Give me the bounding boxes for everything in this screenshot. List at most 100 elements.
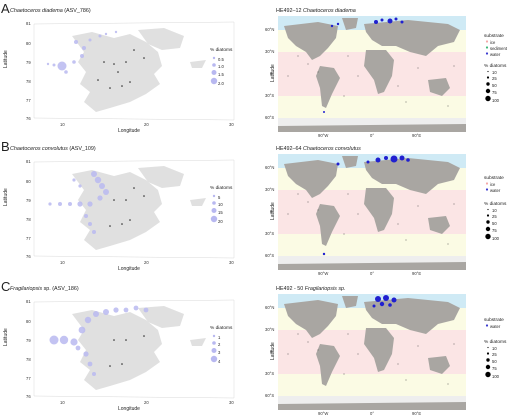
south-america-land (316, 66, 340, 108)
water-sample-points (323, 17, 404, 113)
y-tick: 76 (26, 116, 31, 121)
y-tick: 60°S (265, 253, 275, 258)
y-tick: 30°S (265, 371, 275, 376)
y-tick: 60°N (265, 165, 275, 170)
kong-karls-land (190, 338, 206, 346)
size-legend-value: 25 (492, 214, 497, 219)
size-legend-value: 2 (218, 342, 221, 347)
asv-id: sp. (ASV_186) (43, 286, 79, 292)
x-tick: 90°E (412, 133, 422, 138)
x-tick: 0° (370, 271, 375, 276)
size-legend-value: 10 (218, 202, 223, 207)
species-name: Chaetoceros diadema (10, 8, 63, 14)
africa-land (364, 328, 394, 372)
eurasia-land (364, 298, 460, 334)
substrate-name: ice (490, 182, 496, 187)
size-legend-value: 1.5 (218, 72, 224, 77)
y-tick: 80 (26, 41, 31, 46)
size-legend-title: % diatoms (210, 326, 233, 331)
station-points (109, 335, 145, 367)
size-legend-value: 10 (492, 346, 497, 351)
y-tick: 81 (26, 159, 31, 164)
sample-id: HE492 - 50 (276, 286, 304, 292)
size-legend-value: 100 (492, 236, 499, 241)
y-axis-label: Latitude (3, 188, 9, 206)
station-bubbles (48, 171, 109, 234)
y-tick: 76 (26, 394, 31, 399)
size-legend-value: 75 (492, 228, 497, 233)
australia-land (428, 216, 450, 234)
station-bubbles (49, 305, 149, 376)
north-america-land (284, 160, 338, 198)
size-legend-title: % diatoms (484, 340, 507, 345)
size-legend-value: 0.5 (218, 57, 224, 62)
substrate-name: water (490, 52, 501, 57)
y-tick: 30°N (265, 327, 275, 332)
size-legend-value: 1 (218, 335, 221, 340)
y-tick: 60°N (265, 27, 275, 32)
y-tick: 0° (270, 209, 275, 214)
size-legend: % diatoms 0.5 1.0 1.5 2.0 (210, 48, 232, 86)
x-axis-label: Longitude (118, 406, 140, 412)
nordaustlandet-land (138, 306, 184, 328)
size-legend-value: 10 (492, 70, 497, 75)
asv-id: (ASV_109) (69, 146, 96, 152)
south-america-land (316, 204, 340, 246)
substrate-name: water (490, 324, 501, 329)
size-legend-value: 15 (218, 210, 223, 215)
asv-id: (ASV_786) (64, 8, 91, 14)
y-tick: 77 (26, 236, 31, 241)
substrate-name: sediment (490, 46, 507, 51)
species-name: Fragilariopsis sp. (304, 286, 346, 292)
x-axis-label: Longitude (118, 266, 140, 272)
y-axis-label: Latitude (3, 328, 9, 346)
left-map-title: Chaetoceros convolutus (ASV_109) (10, 146, 96, 152)
sample-points (287, 55, 455, 107)
sample-id: HE492–12 (276, 8, 302, 14)
right-map-title: HE492 - 50 Fragilariopsis sp. (276, 286, 346, 292)
africa-land (364, 50, 394, 94)
world-map (278, 294, 466, 410)
size-legend-value: 25 (492, 76, 497, 81)
y-axis-label: Latitude (3, 50, 9, 68)
water-sample-points (372, 295, 397, 308)
size-legend-value: 50 (492, 359, 497, 364)
substrate-legend: substrate ice sediment water (484, 34, 507, 57)
species-name: Chaetoceros diadema (302, 8, 356, 14)
y-tick: 30°N (265, 187, 275, 192)
svalbard-map (33, 21, 235, 121)
water-sample-points (322, 155, 410, 256)
size-legend-value: 25 (492, 352, 497, 357)
x-tick: 10 (60, 260, 65, 265)
station-points (109, 187, 145, 227)
x-tick: 90°W (318, 271, 329, 276)
right-size-legend: % diatoms 10 25 50 75 100 (484, 340, 506, 379)
x-tick: 0° (370, 133, 375, 138)
size-legend-value: 75 (492, 90, 497, 95)
substrate-name: water (490, 188, 501, 193)
x-tick: 90°E (412, 271, 422, 276)
size-legend-value: 100 (492, 98, 499, 103)
size-legend: % diatoms 1 2 3 4 (210, 326, 232, 364)
svalbard-map (33, 159, 235, 259)
size-legend-value: 2.0 (218, 81, 224, 86)
greenland-land (342, 296, 358, 308)
right-map-title: HE492–64 Chaetoceros convolutus (276, 146, 361, 152)
y-tick: 30°S (265, 231, 275, 236)
greenland-land (342, 156, 358, 168)
y-tick: 79 (26, 338, 31, 343)
panel-letter: A (1, 1, 10, 16)
y-tick: 30°N (265, 49, 275, 54)
x-tick: 90°W (318, 411, 329, 416)
y-tick: 0° (270, 349, 275, 354)
y-tick: 60°N (265, 305, 275, 310)
antarctica-land (278, 262, 466, 270)
size-legend-value: 75 (492, 366, 497, 371)
x-tick: 10 (60, 400, 65, 405)
australia-land (428, 356, 450, 374)
x-tick: 20 (144, 400, 149, 405)
x-axis-label: Longitude (118, 128, 140, 134)
size-legend: % diatoms 5 10 15 20 (210, 186, 232, 224)
antarctica-land (278, 402, 466, 410)
x-tick: 0° (370, 411, 375, 416)
